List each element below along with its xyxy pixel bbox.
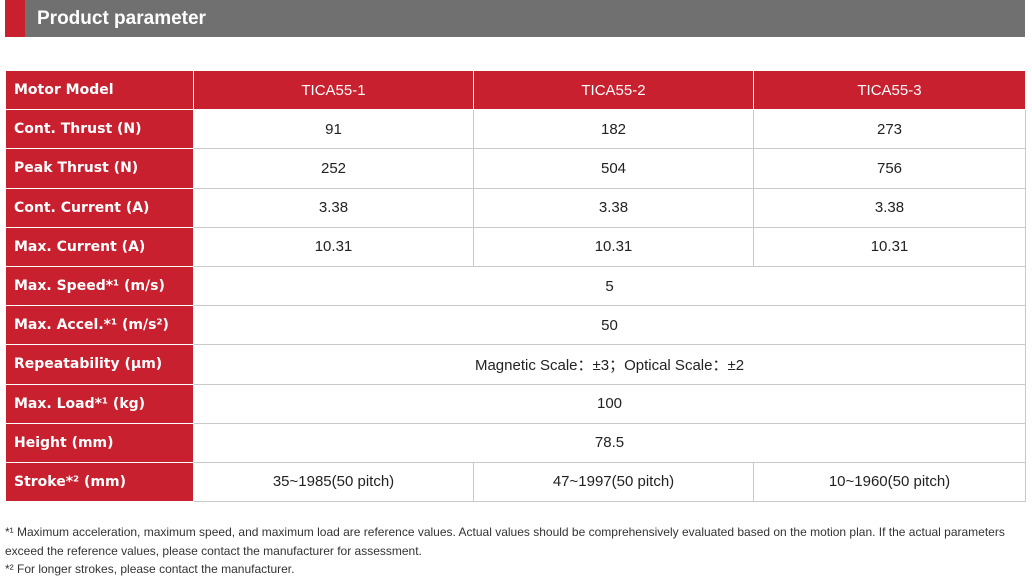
row-label: Max. Current (A) [5,226,194,267]
cell: 10.31 [193,226,474,267]
row-label: Peak Thrust (N) [5,148,194,189]
row-label: Cont. Current (A) [5,187,194,228]
row-label: Stroke*² (mm) [5,461,194,503]
section-title: Product parameter [37,8,206,29]
row-label: Max. Speed*¹ (m/s) [5,265,194,307]
cell: 35~1985(50 pitch) [193,461,474,503]
cell: 756 [753,148,1026,189]
parameter-table: Motor Model TICA55-1 TICA55-2 TICA55-3 Cont.… [5,69,1026,503]
table-row: Cont. Current (A) 3.38 3.38 3.38 [5,187,1026,228]
header-accent [5,0,25,37]
cell: 10.31 [473,226,754,267]
row-label: Max. Accel.*¹ (m/s²) [5,305,194,346]
cell: 91 [193,109,474,150]
cell: 78.5 [193,422,1026,463]
footnote: *¹ Maximum acceleration, maximum speed, … [5,525,1005,558]
footnotes: *¹ Maximum acceleration, maximum speed, … [5,523,1032,579]
table-row: Peak Thrust (N) 252 504 756 [5,148,1026,189]
cell: 47~1997(50 pitch) [473,461,754,503]
row-label: Repeatability (μm) [5,344,194,385]
cell: 182 [473,109,754,150]
cell: 3.38 [473,187,754,228]
cell: Magnetic Scale：±3；Optical Scale：±2 [193,344,1026,385]
row-label: Height (mm) [5,422,194,463]
table-row: Cont. Thrust (N) 91 182 273 [5,109,1026,150]
cell: 50 [193,305,1026,346]
cell: TICA55-1 [193,69,474,111]
section-header: Product parameter [5,0,1025,37]
table-row: Motor Model TICA55-1 TICA55-2 TICA55-3 [5,69,1026,111]
table-row: Height (mm) 78.5 [5,422,1026,463]
table-row: Repeatability (μm) Magnetic Scale：±3；Opti… [5,344,1026,385]
cell: 273 [753,109,1026,150]
cell: TICA55-2 [473,69,754,111]
row-label: Cont. Thrust (N) [5,109,194,150]
cell: 504 [473,148,754,189]
cell: TICA55-3 [753,69,1026,111]
cell: 5 [193,265,1026,307]
cell: 10.31 [753,226,1026,267]
table-body: Motor Model TICA55-1 TICA55-2 TICA55-3 Cont.… [5,69,1026,503]
cell: 10~1960(50 pitch) [753,461,1026,503]
table-row: Max. Speed*¹ (m/s) 5 [5,265,1026,307]
table-row: Max. Current (A) 10.31 10.31 10.31 [5,226,1026,267]
row-label: Motor Model [5,69,194,111]
cell: 3.38 [193,187,474,228]
footnote: *² For longer strokes, please contact th… [5,562,295,576]
cell: 3.38 [753,187,1026,228]
table-row: Stroke*² (mm) 35~1985(50 pitch) 47~1997(50… [5,461,1026,503]
table-row: Max. Accel.*¹ (m/s²) 50 [5,305,1026,346]
table-row: Max. Load*¹ (kg) 100 [5,383,1026,424]
row-label: Max. Load*¹ (kg) [5,383,194,424]
cell: 100 [193,383,1026,424]
cell: 252 [193,148,474,189]
